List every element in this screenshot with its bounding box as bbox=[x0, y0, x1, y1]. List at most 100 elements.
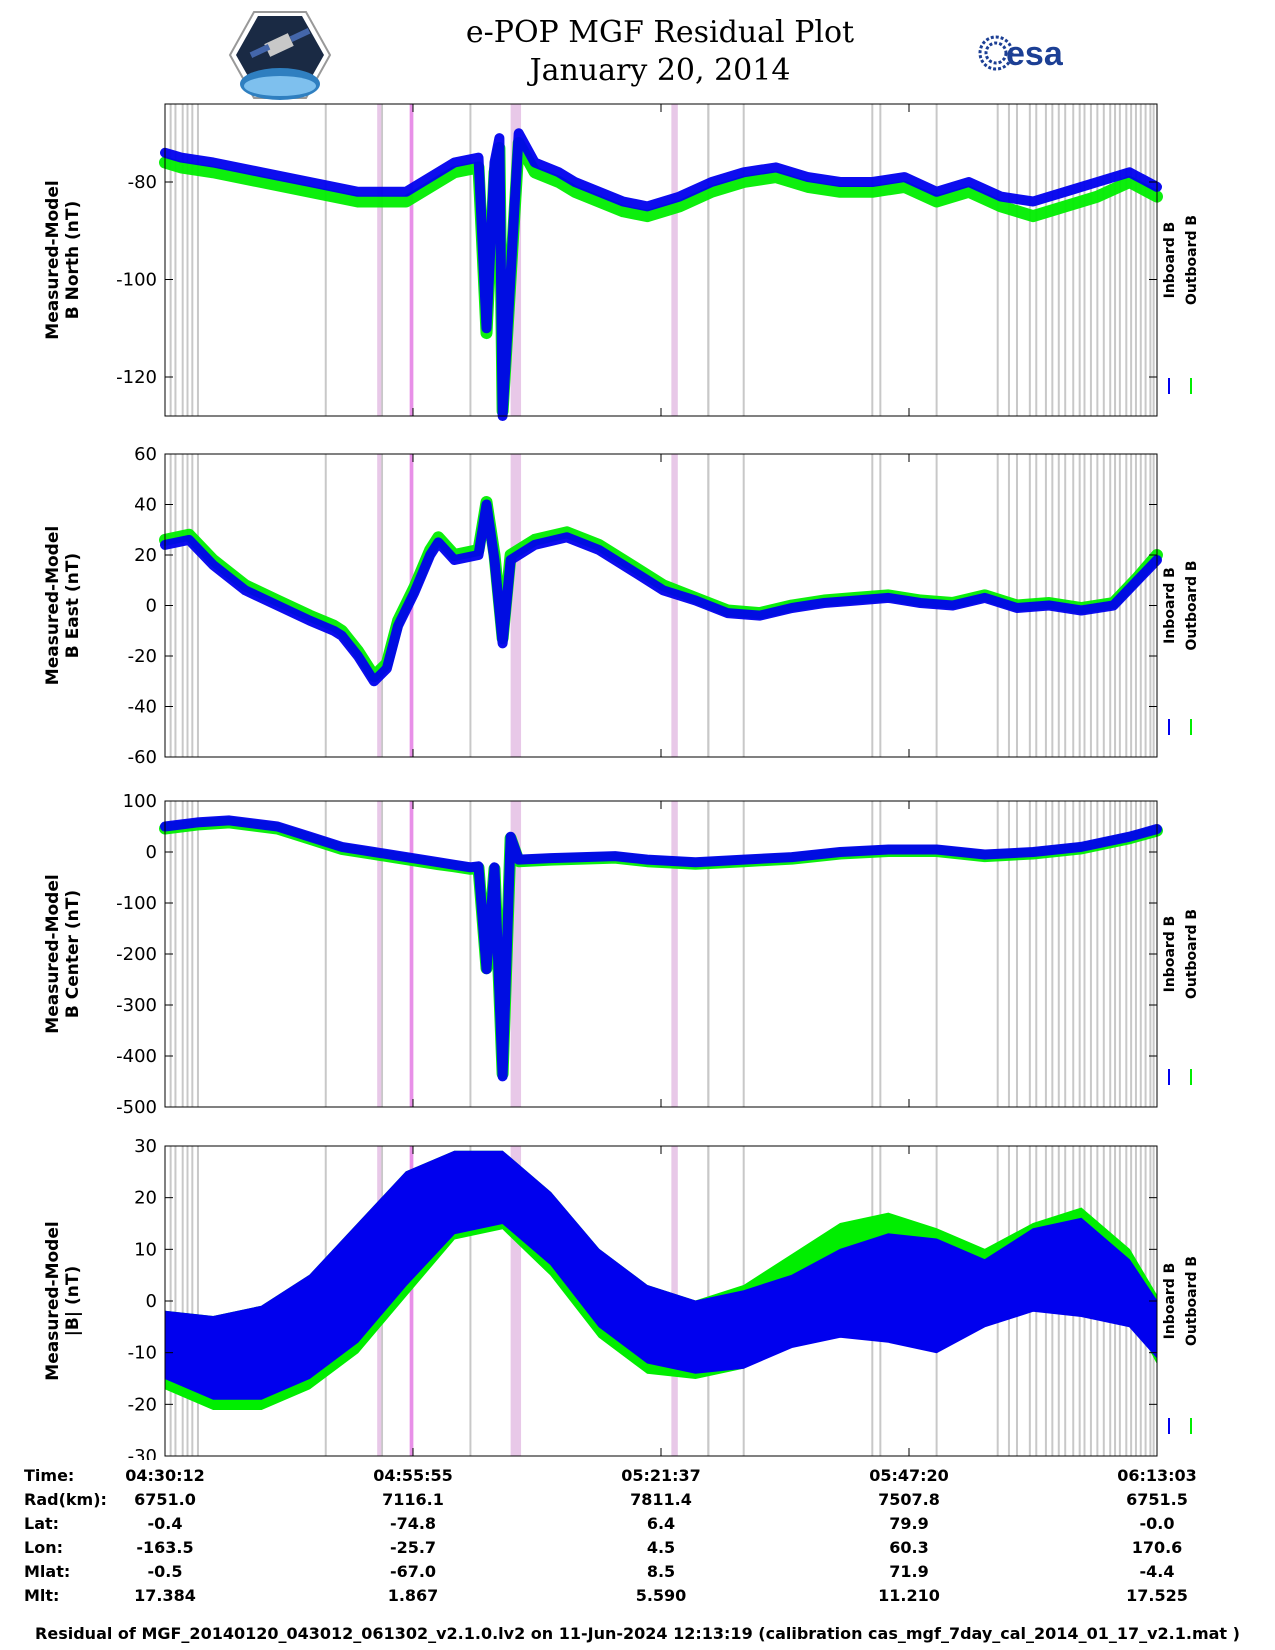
y-tick-label: -300 bbox=[116, 995, 157, 1016]
y-tick-label: 40 bbox=[134, 495, 157, 516]
y-tick-label: -10 bbox=[128, 1343, 157, 1364]
y-tick-label: -200 bbox=[116, 944, 157, 965]
series-inboard bbox=[160, 815, 1162, 1082]
plot-area bbox=[165, 104, 1157, 416]
table-cell: -0.0 bbox=[1139, 1514, 1175, 1533]
flag-band bbox=[510, 454, 522, 757]
y-tick-label: -20 bbox=[128, 646, 157, 667]
y-tick-label: 60 bbox=[134, 444, 157, 465]
legend-outboard-label: Outboard B bbox=[1184, 909, 1200, 999]
table-row: Time: 04:30:12 04:55:55 05:21:37 05:47:20 06:… bbox=[0, 1466, 1275, 1490]
y-tick-label: -100 bbox=[116, 270, 157, 291]
flag-band bbox=[377, 104, 382, 416]
table-cell: -0.4 bbox=[147, 1514, 183, 1533]
y-axis-label: Measured-Model bbox=[43, 526, 63, 685]
table-cell: -25.7 bbox=[389, 1538, 437, 1557]
flag-band bbox=[671, 801, 678, 1107]
table-row: Rad(km): 6751.0 7116.1 7811.4 7507.8 6751.5 bbox=[0, 1490, 1275, 1514]
panel-b-magnitude: 30 20 10 0 -10 -20 -30 Measured-Model |B| (nT) In… bbox=[43, 1136, 1200, 1460]
y-tick-label: 0 bbox=[146, 1291, 157, 1312]
y-tick-label: 0 bbox=[146, 842, 157, 863]
legend-inboard-label: Inboard B bbox=[1162, 916, 1178, 993]
row-label: Lat: bbox=[24, 1514, 60, 1533]
flag-band bbox=[671, 104, 678, 416]
table-cell: 05:21:37 bbox=[621, 1466, 701, 1485]
table-cell: 1.867 bbox=[387, 1586, 439, 1605]
table-cell: 7811.4 bbox=[630, 1490, 692, 1509]
y-axis-label: Measured-Model bbox=[43, 180, 63, 339]
row-label: Mlt: bbox=[24, 1586, 60, 1605]
flag-band bbox=[510, 1146, 522, 1456]
table-cell: 6.4 bbox=[646, 1514, 676, 1533]
table-cell: 04:55:55 bbox=[373, 1466, 453, 1485]
table-cell: 17.384 bbox=[134, 1586, 196, 1605]
row-label: Mlat: bbox=[24, 1562, 71, 1581]
footer-caption: Residual of MGF_20140120_043012_061302_v… bbox=[35, 1624, 1240, 1643]
table-row: Lat: -0.4 -74.8 6.4 79.9 -0.0 bbox=[0, 1514, 1275, 1538]
table-cell: 04:30:12 bbox=[125, 1466, 205, 1485]
panel-b-north: -80 -100 -120 Measured-Model B North (nT) Inb… bbox=[43, 103, 1200, 421]
row-label: Lon: bbox=[24, 1538, 63, 1557]
plot-title: e-POP MGF Residual Plot January 20, 2014 bbox=[400, 14, 920, 90]
y-tick-label: 20 bbox=[134, 545, 157, 566]
esa-logo-icon: esa bbox=[978, 35, 1064, 73]
table-cell: 79.9 bbox=[889, 1514, 929, 1533]
table-cell: 05:47:20 bbox=[869, 1466, 949, 1485]
legend-inboard-label: Inboard B bbox=[1162, 1263, 1178, 1340]
series-inboard bbox=[160, 499, 1162, 687]
series-inboard bbox=[160, 128, 1162, 421]
table-cell: -4.4 bbox=[1139, 1562, 1175, 1581]
y-tick-label: 0 bbox=[146, 596, 157, 617]
y-tick-label: 100 bbox=[123, 791, 157, 812]
y-axis-label: |B| (nT) bbox=[63, 1266, 83, 1337]
series-outboard bbox=[159, 137, 1163, 418]
title-line-2: January 20, 2014 bbox=[529, 53, 791, 88]
y-tick-label: 10 bbox=[134, 1239, 157, 1260]
y-tick-label: -30 bbox=[128, 1446, 157, 1460]
y-axis-label: Measured-Model bbox=[43, 1221, 63, 1380]
legend-outboard-label: Outboard B bbox=[1184, 215, 1200, 305]
table-cell: 71.9 bbox=[889, 1562, 929, 1581]
flag-band-magenta bbox=[409, 104, 414, 416]
table-cell: 4.5 bbox=[646, 1538, 676, 1557]
panel-b-east: 60 40 20 0 -20 -40 -60 Measured-Model B East (nT… bbox=[43, 444, 1200, 768]
y-tick-label: -60 bbox=[128, 747, 157, 768]
table-cell: 17.525 bbox=[1126, 1586, 1188, 1605]
table-cell: 5.590 bbox=[635, 1586, 687, 1605]
row-label: Time: bbox=[24, 1466, 75, 1485]
table-cell: -67.0 bbox=[389, 1562, 437, 1581]
table-cell: 6751.0 bbox=[134, 1490, 196, 1509]
table-cell: 8.5 bbox=[646, 1562, 676, 1581]
header: e-POP MGF Residual Plot January 20, 2014… bbox=[0, 0, 1275, 100]
flag-band bbox=[377, 801, 382, 1107]
esa-logo-text: esa bbox=[1006, 35, 1064, 73]
table-row: Mlt: 17.384 1.867 5.590 11.210 17.525 bbox=[0, 1586, 1275, 1610]
legend-inboard-label: Inboard B bbox=[1162, 222, 1178, 299]
y-tick-label: -40 bbox=[128, 697, 157, 718]
table-cell: 6751.5 bbox=[1126, 1490, 1188, 1509]
table-cell: 60.3 bbox=[889, 1538, 929, 1557]
flag-band bbox=[510, 801, 522, 1107]
y-axis-label: B East (nT) bbox=[63, 553, 83, 658]
table-cell: 11.210 bbox=[878, 1586, 940, 1605]
y-tick-label: -100 bbox=[116, 893, 157, 914]
y-tick-label: -120 bbox=[116, 367, 157, 388]
y-tick-label: -80 bbox=[128, 172, 157, 193]
table-cell: -0.5 bbox=[147, 1562, 183, 1581]
panel-b-center: 100 0 -100 -200 -300 -400 -500 Measured-Model B … bbox=[43, 791, 1200, 1118]
y-tick-label: 30 bbox=[134, 1136, 157, 1157]
flag-band bbox=[377, 454, 382, 757]
table-cell: -163.5 bbox=[136, 1538, 194, 1557]
table-cell: 7116.1 bbox=[382, 1490, 444, 1509]
y-tick-label: -20 bbox=[128, 1394, 157, 1415]
flag-band bbox=[671, 454, 678, 757]
row-label: Rad(km): bbox=[24, 1490, 107, 1509]
y-tick-label: 20 bbox=[134, 1188, 157, 1209]
legend-outboard-label: Outboard B bbox=[1184, 560, 1200, 650]
legend-outboard-label: Outboard B bbox=[1184, 1256, 1200, 1346]
table-cell: 170.6 bbox=[1131, 1538, 1183, 1557]
plot-area bbox=[165, 454, 1157, 757]
flag-band-magenta bbox=[409, 1146, 414, 1456]
flag-band-magenta bbox=[409, 801, 414, 1107]
